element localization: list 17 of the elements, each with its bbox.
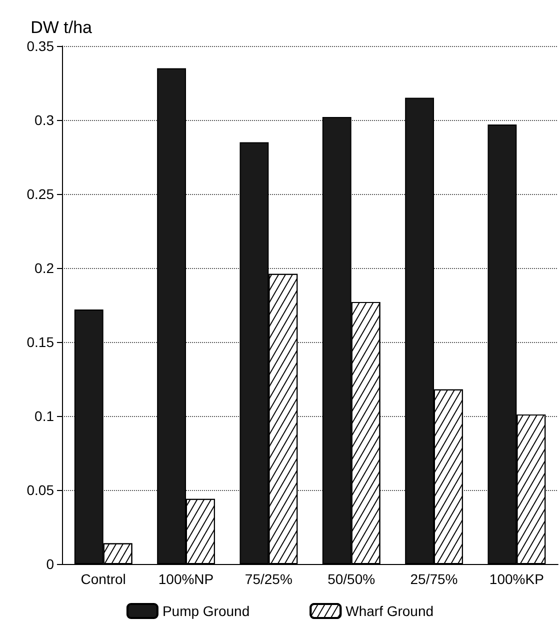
x-tick-label: 100%KP [489,571,544,587]
x-tick-label: Control [80,571,126,587]
y-tick-label: 0.05 [26,482,54,498]
x-tick-label: 50/50% [328,571,376,587]
x-tick-label: 25/75% [410,571,458,587]
y-tick-label: 0.1 [34,408,54,424]
legend-label: Wharf Ground [346,603,434,619]
y-tick-label: 0 [46,556,54,572]
y-tick-label: 0.2 [34,260,54,276]
y-tick-label: 0.15 [26,334,54,350]
y-axis-title: DW t/ha [30,18,93,37]
x-tick-label: 75/25% [244,571,292,587]
y-tick-label: 0.25 [26,186,54,202]
y-tick-label: 0.3 [34,112,54,128]
y-tick-label: 0.35 [26,38,54,54]
legend-label: Pump Ground [162,603,250,619]
x-tick-label: 100%NP [158,571,214,587]
